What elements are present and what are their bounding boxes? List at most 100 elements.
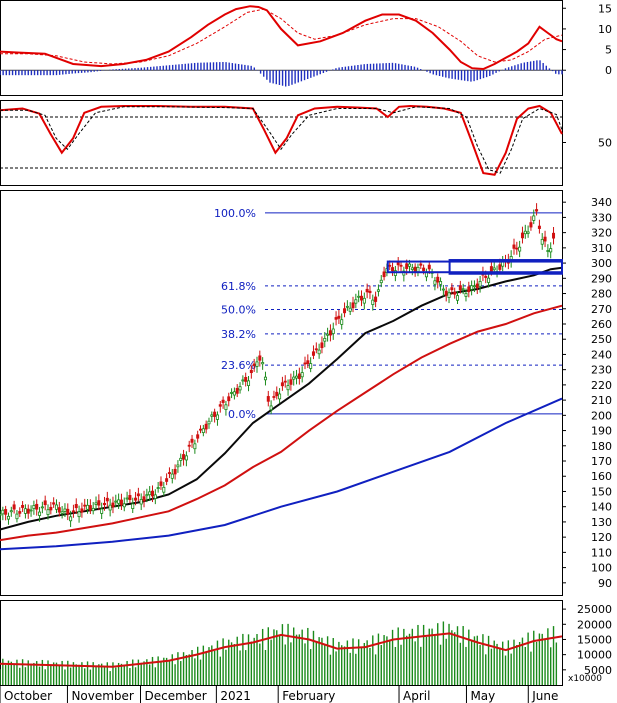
candle-body xyxy=(489,266,493,272)
candle-body xyxy=(498,264,502,270)
candle-body xyxy=(520,232,524,239)
y-tick-label: 20000 xyxy=(577,618,612,631)
candle-body xyxy=(162,486,166,493)
candle-body xyxy=(193,443,197,450)
candle-body xyxy=(447,292,451,298)
candle-body xyxy=(105,497,109,502)
y-tick-label: 270 xyxy=(591,303,612,316)
candle-body xyxy=(148,491,152,496)
y-tick-label: 100 xyxy=(591,562,612,575)
candle-body xyxy=(422,267,426,272)
candle-body xyxy=(523,230,527,235)
fib-label: 38.2% xyxy=(221,328,256,341)
y-tick-label: 250 xyxy=(591,333,612,346)
candle-body xyxy=(6,515,10,520)
candle-body xyxy=(309,363,313,369)
candle-body xyxy=(470,285,474,290)
candle-body xyxy=(111,502,115,508)
y-tick-label: 240 xyxy=(591,348,612,361)
candle-body xyxy=(453,291,457,295)
price-panel: 340 330 320 310 300 290 280 270 260 250 240 230 220 2… xyxy=(0,190,612,596)
candle-body xyxy=(249,369,253,374)
y-tick-label: 290 xyxy=(591,272,612,285)
y-tick-label: 140 xyxy=(591,501,612,514)
candle-body xyxy=(255,361,259,367)
candle-body xyxy=(467,286,471,293)
candle-body xyxy=(297,373,301,379)
candle-body xyxy=(286,385,290,391)
candle-body xyxy=(345,305,349,308)
ma-line-blue xyxy=(0,397,563,551)
candle-body xyxy=(66,508,70,515)
candle-body xyxy=(74,504,78,509)
y-tick-label: 25000 xyxy=(577,603,612,616)
candle-body xyxy=(275,391,279,397)
candle-body xyxy=(340,319,344,325)
candle-body xyxy=(436,276,440,283)
candle-body xyxy=(379,279,383,284)
candle-body xyxy=(337,315,341,319)
candle-body xyxy=(131,503,135,509)
candle-body xyxy=(320,342,324,349)
x-tick-label: December xyxy=(145,689,207,703)
candle-body xyxy=(201,428,205,433)
candle-body xyxy=(71,510,75,513)
candle-body xyxy=(272,396,276,398)
candle-body xyxy=(365,288,369,293)
candle-body xyxy=(382,271,386,278)
candle-body xyxy=(427,264,431,270)
candle-body xyxy=(487,277,491,283)
candle-body xyxy=(153,494,157,499)
stoch-k-line xyxy=(0,104,563,176)
candle-body xyxy=(49,506,53,511)
candle-body xyxy=(303,362,307,365)
candle-body xyxy=(456,295,460,301)
candle-body xyxy=(196,434,200,439)
y-tick-label: 10000 xyxy=(577,649,612,662)
candle-body xyxy=(433,280,437,285)
candle-body xyxy=(156,487,160,489)
candle-body xyxy=(258,355,262,361)
candle-body xyxy=(343,308,347,314)
y-tick-label: 130 xyxy=(591,516,612,529)
candle-body xyxy=(207,420,211,425)
resistance-box xyxy=(448,259,564,275)
candle-body xyxy=(184,455,188,461)
y-tick-label: 190 xyxy=(591,425,612,438)
candle-body xyxy=(114,500,118,503)
candle-body xyxy=(317,349,321,355)
candle-body xyxy=(91,507,95,512)
candle-body xyxy=(190,438,194,443)
candle-body xyxy=(35,503,39,510)
candle-body xyxy=(416,266,420,273)
candle-body xyxy=(334,317,338,320)
macd-line xyxy=(0,5,563,71)
candle-body xyxy=(32,505,36,509)
candle-body xyxy=(117,499,121,504)
candle-body xyxy=(368,290,372,294)
candle-body xyxy=(263,376,267,381)
candle-body xyxy=(12,504,16,510)
y-tick-label: 120 xyxy=(591,531,612,544)
candle-body xyxy=(326,333,330,336)
candle-body xyxy=(331,328,335,334)
candle-body xyxy=(300,372,304,378)
candle-body xyxy=(374,296,378,302)
candle-body xyxy=(9,510,13,513)
candle-body xyxy=(215,414,219,420)
candle-body xyxy=(60,511,64,514)
candle-body xyxy=(391,267,395,272)
fib-label: 23.6% xyxy=(221,359,256,372)
x-axis: October November December 2021 February April… xyxy=(0,686,558,703)
candle-body xyxy=(230,392,234,394)
candle-body xyxy=(266,396,270,402)
volume-unit-label: x10000 xyxy=(568,674,602,684)
candle-body xyxy=(213,411,217,417)
candle-body xyxy=(512,244,516,249)
candle-body xyxy=(4,509,8,515)
candle-body xyxy=(328,330,332,336)
candle-body xyxy=(529,222,533,228)
candle-body xyxy=(354,299,358,304)
candle-body xyxy=(484,275,488,278)
